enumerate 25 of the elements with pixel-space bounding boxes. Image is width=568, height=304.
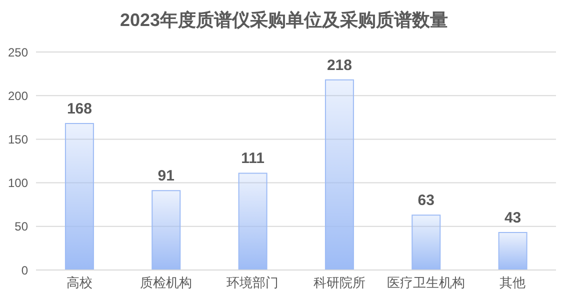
x-tick-label: 医疗卫生机构 [387,275,465,290]
data-label: 218 [326,56,352,74]
x-tick-label: 环境部门 [226,275,279,290]
bar [64,123,94,270]
data-label: 168 [66,100,92,118]
y-tick-label: 150 [8,132,28,146]
y-tick-label: 100 [8,176,28,190]
y-tick-label: 200 [8,88,28,103]
bar [152,190,181,270]
y-tick-label: 0 [21,263,28,278]
data-label: 111 [241,150,264,168]
data-label: 91 [158,168,174,185]
x-tick-label: 高校 [66,275,92,290]
bar [324,79,354,270]
bar [238,172,268,270]
x-tick-label: 质检机构 [140,275,192,290]
data-label: 43 [504,210,522,227]
y-tick-label: 50 [14,220,28,234]
x-tick-label: 其他 [500,275,526,290]
bar [412,214,441,270]
chart-title: 2023年度质谱仪采购单位及采购质谱数量 [118,9,450,32]
x-tick-label: 科研院所 [313,275,366,290]
y-tick-label: 250 [8,45,28,60]
bar [498,232,528,270]
data-label: 63 [418,192,434,210]
